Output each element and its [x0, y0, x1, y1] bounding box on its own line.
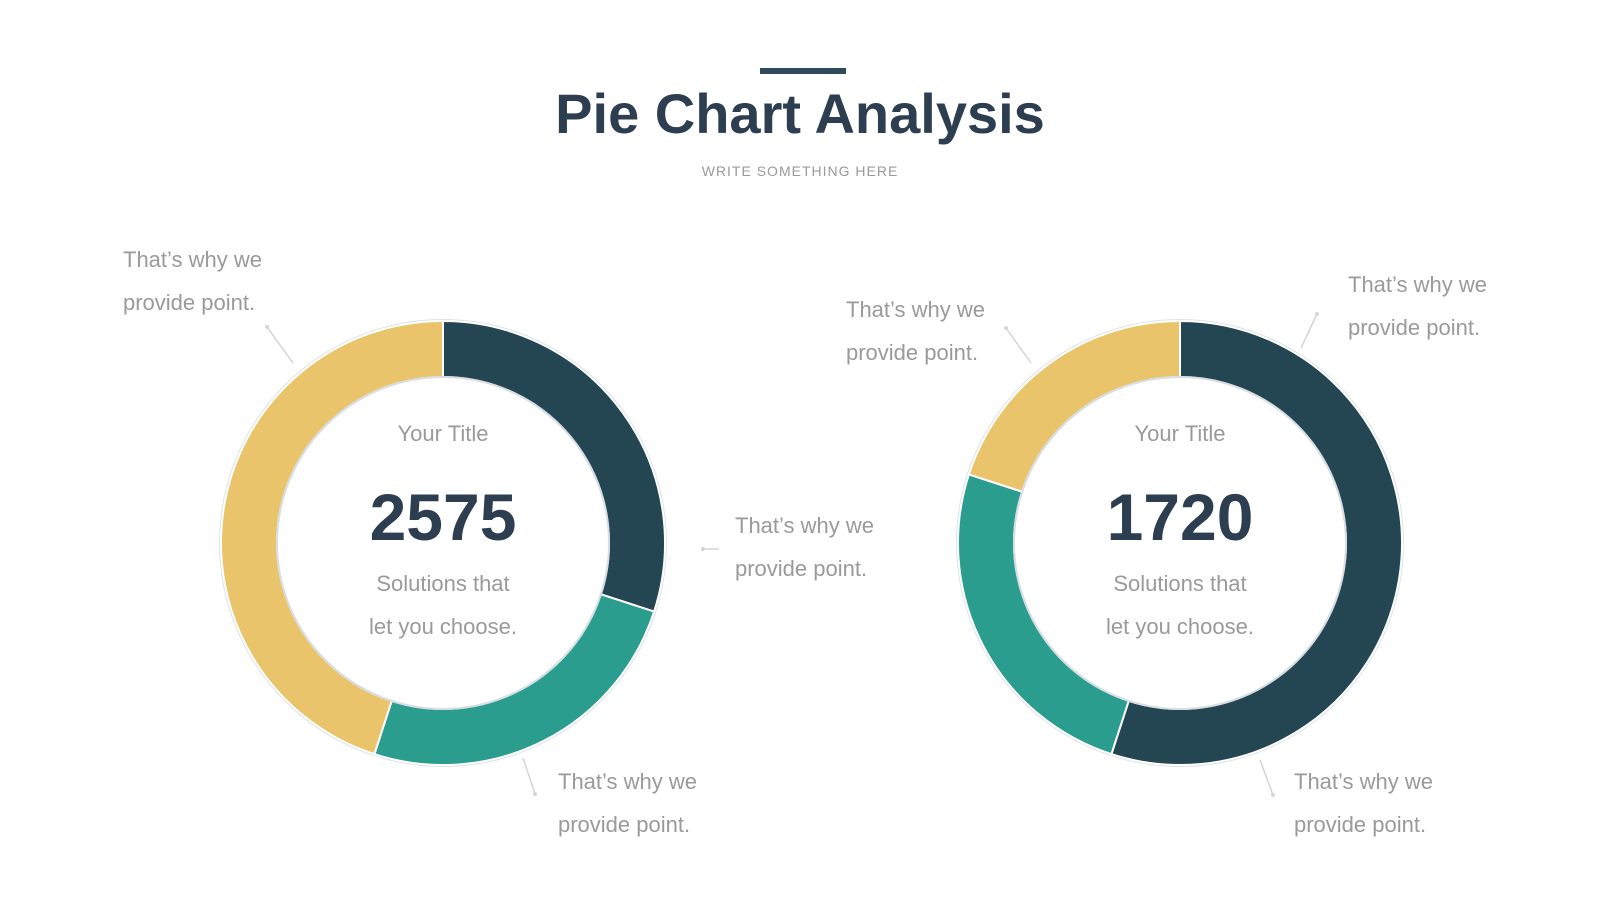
donut-center-caption: Solutions that let you choose. [303, 562, 583, 648]
title-accent-bar [760, 68, 846, 74]
callout-leader-dot [1004, 326, 1008, 330]
callout-leader-line [522, 757, 536, 795]
callout-text: That’s why we provide point. [846, 288, 985, 374]
callout-leader-dot [1315, 312, 1319, 316]
donut-center-value: 2575 [369, 480, 517, 554]
callout-leader-line [1300, 313, 1318, 349]
caption-line: let you choose. [369, 614, 517, 639]
caption-line: let you choose. [1106, 614, 1254, 639]
callout-line: That’s why we [558, 769, 697, 794]
donut-center-title: Your Title [397, 421, 489, 446]
callout-line: That’s why we [1348, 272, 1487, 297]
callout-leader-dot [701, 547, 705, 551]
callout-line: provide point. [735, 556, 868, 581]
donut-slice-2-3 [967, 319, 1181, 493]
donut-center-title: Your Title [1134, 421, 1226, 446]
callout-line: That’s why we [123, 247, 262, 272]
callout-line: provide point. [123, 290, 256, 315]
callout-text: That’s why we provide point. [558, 760, 697, 846]
callout-line: That’s why we [1294, 769, 1433, 794]
caption-line: Solutions that [1113, 571, 1247, 596]
callout-line: That’s why we [846, 297, 985, 322]
callout-text: That’s why we provide point. [1294, 760, 1433, 846]
page-subtitle: WRITE SOMETHING HERE [701, 163, 899, 179]
callout-text: That’s why we provide point. [735, 504, 874, 590]
callout-text: That’s why we provide point. [1348, 263, 1487, 349]
donut-inner-ring [276, 376, 610, 710]
callout-leader-dot [533, 792, 537, 796]
callout-line: That’s why we [735, 513, 874, 538]
callout-leader-line [266, 326, 294, 364]
callout-leader-dot [1271, 793, 1275, 797]
callout-line: provide point. [558, 812, 691, 837]
callout-leader-dot [265, 325, 269, 329]
callout-leader-line [1005, 327, 1032, 364]
callout-line: provide point. [1294, 812, 1427, 837]
donut-center-value: 1720 [1106, 480, 1254, 554]
caption-line: Solutions that [376, 571, 510, 596]
donut-center-caption: Solutions that let you choose. [1040, 562, 1320, 648]
donut-inner-ring [1013, 376, 1347, 710]
callout-leader-line [1259, 759, 1274, 796]
callout-line: provide point. [846, 340, 979, 365]
callout-text: That’s why we provide point. [123, 238, 262, 324]
callout-line: provide point. [1348, 315, 1481, 340]
page-title: Pie Chart Analysis [555, 82, 1045, 145]
